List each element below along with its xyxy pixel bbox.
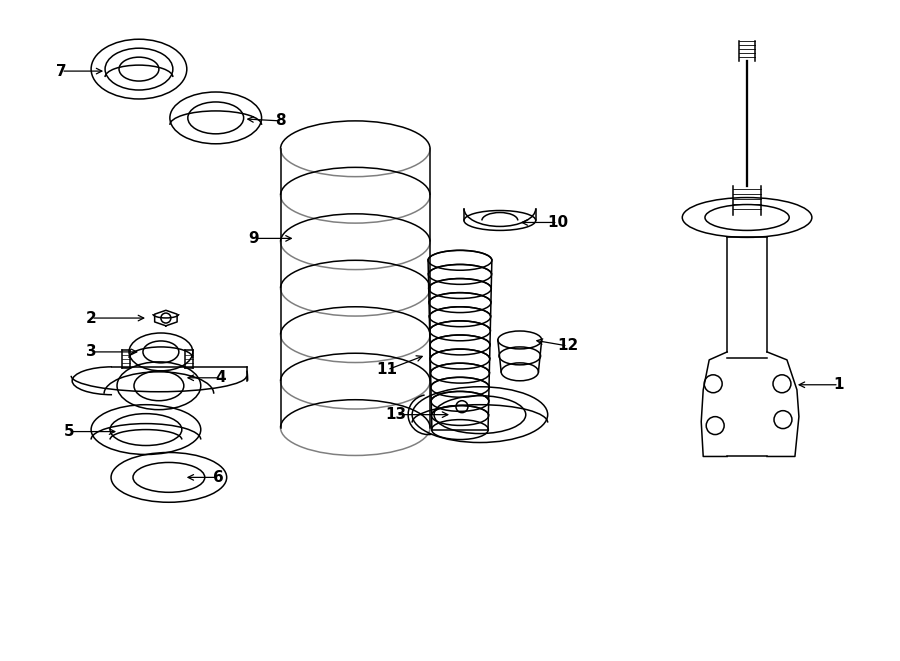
Text: 12: 12 — [557, 338, 579, 354]
Text: 5: 5 — [64, 424, 75, 439]
Text: 13: 13 — [385, 407, 407, 422]
Text: 7: 7 — [56, 63, 67, 79]
Text: 11: 11 — [377, 362, 398, 377]
Text: 10: 10 — [547, 215, 568, 230]
Text: 2: 2 — [86, 311, 96, 326]
Text: 4: 4 — [215, 370, 226, 385]
Text: 1: 1 — [833, 377, 844, 392]
Text: 3: 3 — [86, 344, 96, 360]
Text: 9: 9 — [248, 231, 259, 246]
Text: 8: 8 — [275, 114, 286, 128]
Text: 6: 6 — [213, 470, 224, 485]
